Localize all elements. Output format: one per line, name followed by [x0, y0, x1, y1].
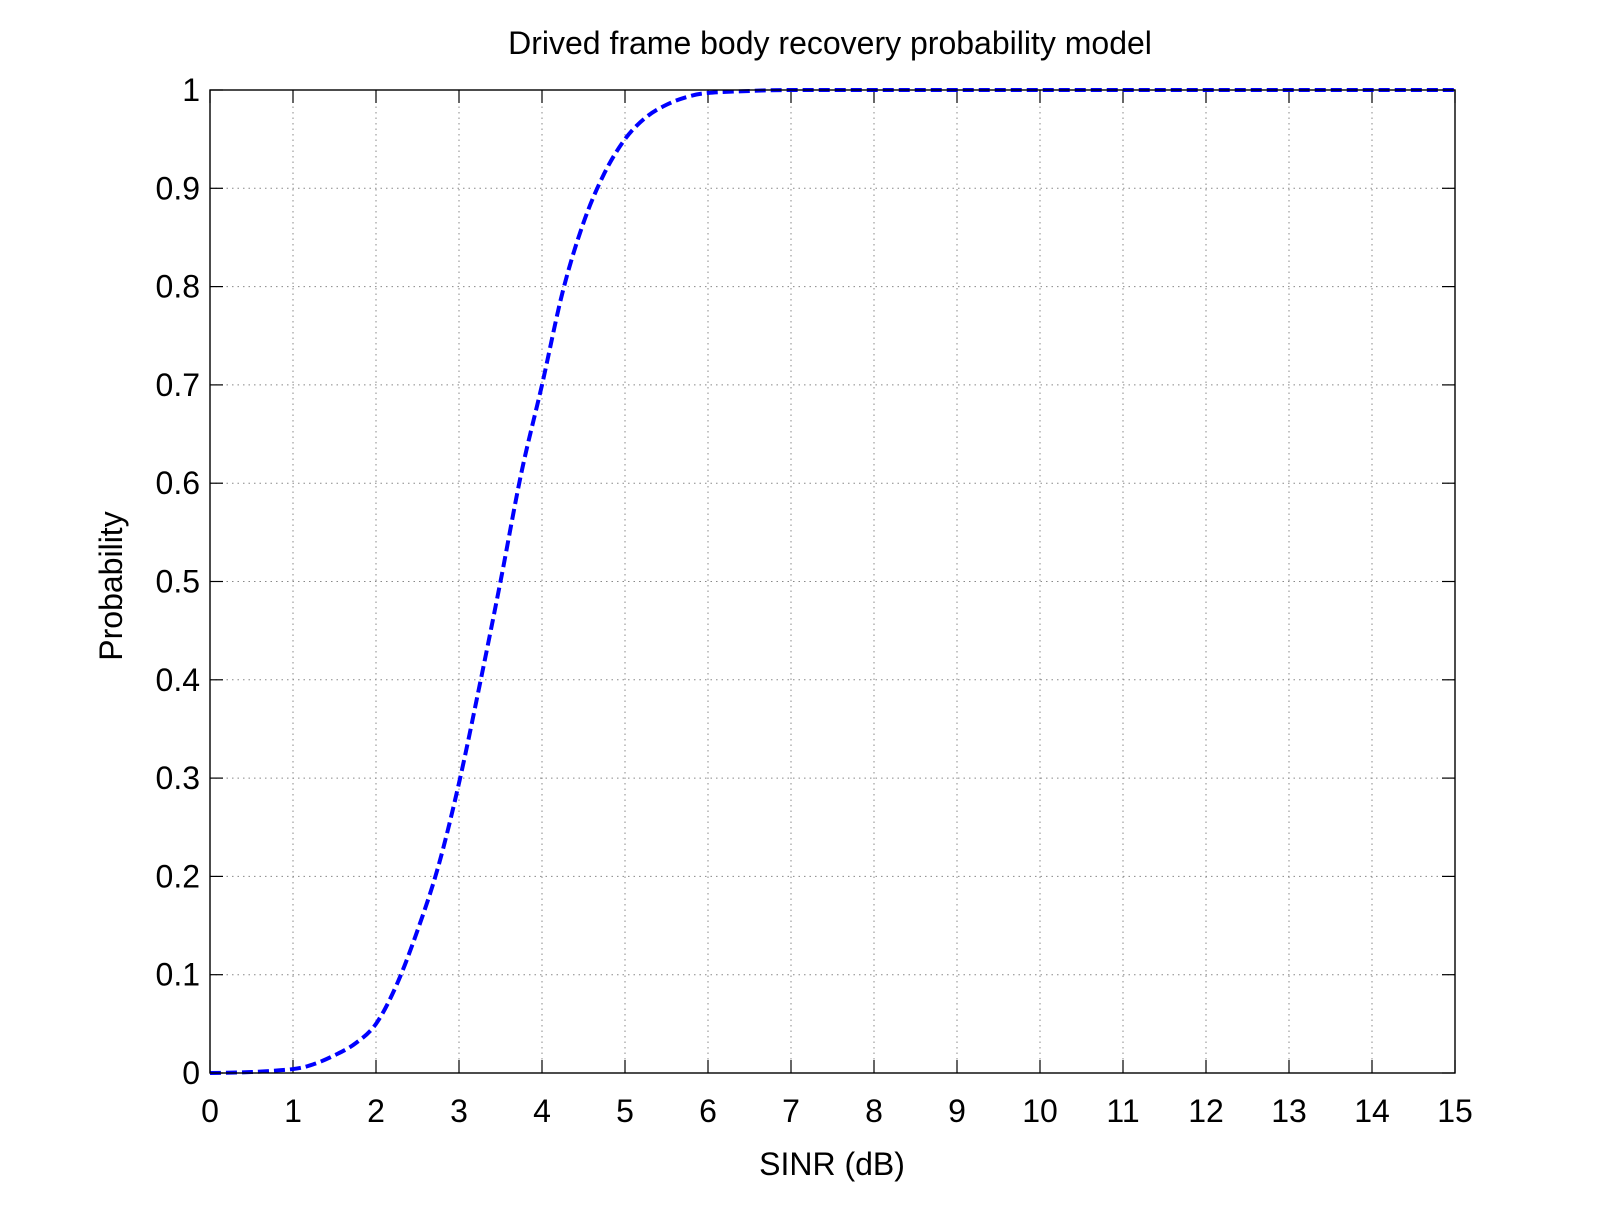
x-tick-label: 2 — [367, 1093, 385, 1129]
y-axis-label: Probability — [93, 511, 129, 660]
plot-area-frame — [209, 89, 1456, 1074]
y-tick-label: 0.3 — [156, 760, 200, 796]
y-tick-label: 0.9 — [156, 170, 200, 206]
y-tick-label: 0.6 — [156, 465, 200, 501]
x-axis-label: SINR (dB) — [759, 1146, 905, 1182]
x-tick-label: 4 — [533, 1093, 551, 1129]
x-tick-label: 5 — [616, 1093, 634, 1129]
y-tick-label: 0.1 — [156, 957, 200, 993]
x-tick-label: 13 — [1271, 1093, 1307, 1129]
x-tick-label: 3 — [450, 1093, 468, 1129]
y-tick-label: 0.5 — [156, 564, 200, 600]
x-tick-label: 7 — [782, 1093, 800, 1129]
x-tick-label: 9 — [948, 1093, 966, 1129]
y-tick-label: 0 — [182, 1055, 200, 1091]
y-tick-label: 0.2 — [156, 858, 200, 894]
x-tick-label: 14 — [1354, 1093, 1390, 1129]
y-tick-label: 0.7 — [156, 367, 200, 403]
data-series — [209, 87, 1455, 1075]
x-tick-label: 0 — [201, 1093, 219, 1129]
y-tick-label: 1 — [182, 72, 200, 108]
x-tick-label: 12 — [1188, 1093, 1224, 1129]
grid-lines — [210, 90, 1455, 1073]
y-tick-label: 0.8 — [156, 269, 200, 305]
x-tick-labels: 0 1 2 3 4 5 6 7 8 9 10 11 12 13 14 15 — [201, 1093, 1473, 1129]
chart-title: Drived frame body recovery probability m… — [508, 25, 1152, 61]
y-tick-labels: 0 0.1 0.2 0.3 0.4 0.5 0.6 0.7 0.8 0.9 1 — [156, 72, 200, 1091]
x-tick-label: 11 — [1106, 1093, 1139, 1129]
x-tick-label: 10 — [1022, 1093, 1058, 1129]
x-tick-label: 15 — [1437, 1093, 1473, 1129]
series-line — [209, 87, 1455, 1075]
x-tick-label: 6 — [699, 1093, 717, 1129]
y-tick-label: 0.4 — [156, 662, 200, 698]
x-tick-label: 1 — [284, 1093, 302, 1129]
x-tick-label: 8 — [865, 1093, 883, 1129]
